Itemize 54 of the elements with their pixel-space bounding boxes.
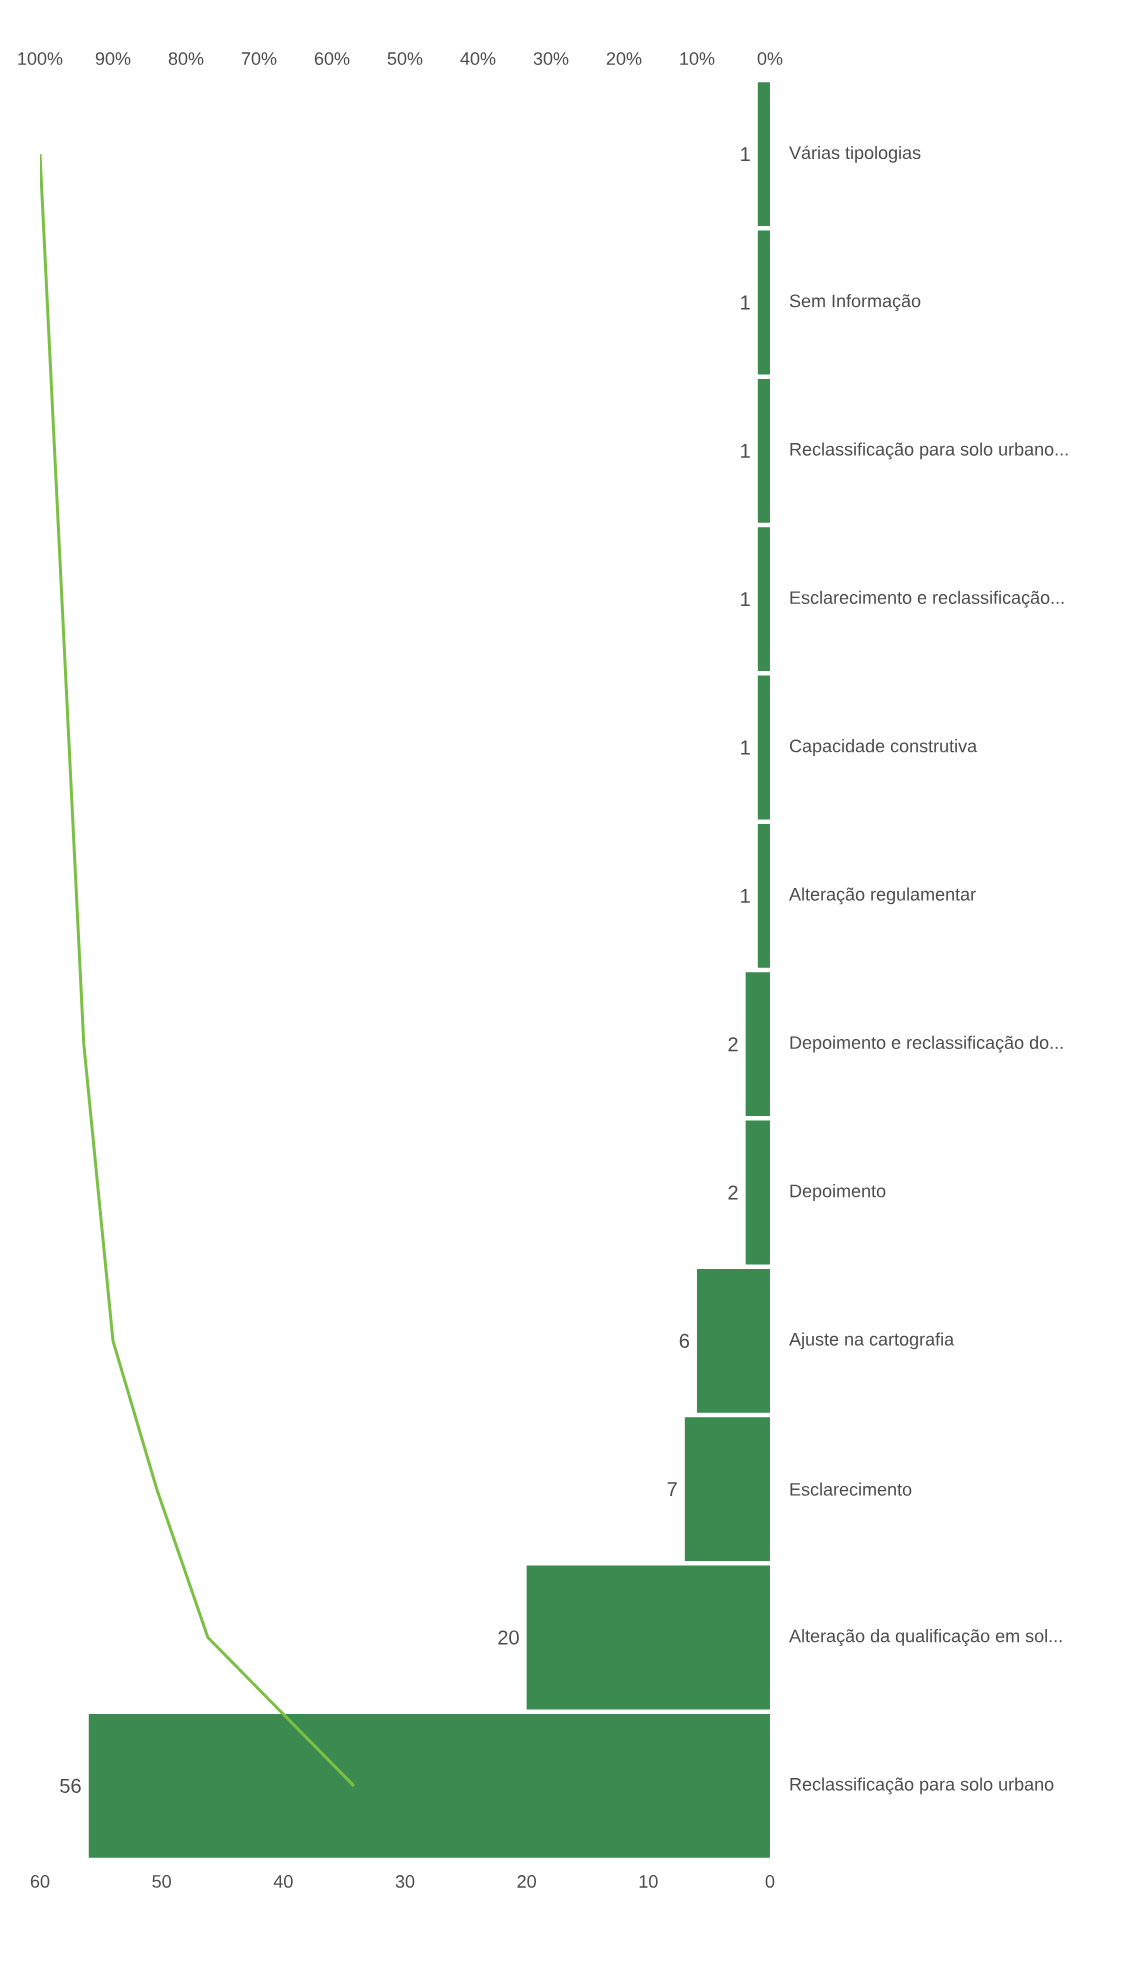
- x2-tick-label: 90%: [95, 52, 131, 65]
- data-label: 1: [741, 147, 750, 162]
- data-label: 1: [741, 888, 750, 903]
- data-label: 7: [667, 1482, 677, 1497]
- bar: [757, 675, 770, 820]
- bar: [757, 82, 770, 227]
- x-tick-label: 50: [152, 1875, 171, 1888]
- x2-tick-label: 70%: [241, 52, 277, 65]
- y-tick-label: Depoimento e reclassificação do...: [790, 1035, 1063, 1053]
- bar: [88, 1713, 770, 1858]
- x2-tick-label: 0%: [757, 52, 783, 65]
- x-tick-label: 30: [395, 1875, 415, 1888]
- y-tick-label: Esclarecimento e reclassificação...: [790, 590, 1064, 608]
- x2-tick-label: 30%: [533, 52, 569, 65]
- y-tick-label: Esclarecimento: [790, 1482, 912, 1496]
- data-label: 56: [60, 1778, 81, 1793]
- bar: [684, 1417, 770, 1562]
- data-label: 20: [498, 1630, 519, 1645]
- x-tick-label: 60: [30, 1875, 50, 1888]
- y-tick-label: Alteração regulamentar: [789, 887, 976, 905]
- bar: [757, 527, 770, 672]
- y-tick-label: Várias tipologias: [789, 145, 921, 163]
- data-label: 1: [741, 592, 750, 607]
- data-label: 1: [741, 740, 750, 755]
- data-label: 2: [728, 1185, 738, 1200]
- bar: [745, 1120, 770, 1265]
- x-tick-label: 40: [273, 1875, 293, 1888]
- y-tick-label: Ajuste na cartografia: [789, 1332, 955, 1350]
- x-tick-label: 20: [517, 1875, 536, 1888]
- bar: [757, 378, 770, 523]
- x2-tick-label: 100%: [18, 52, 63, 65]
- x2-tick-label: 10%: [680, 52, 715, 65]
- bar: [745, 972, 770, 1117]
- x2-tick-label: 60%: [314, 52, 350, 65]
- x2-tick-label: 20%: [606, 52, 642, 65]
- data-label: 2: [728, 1037, 738, 1052]
- data-label: 6: [679, 1333, 690, 1348]
- x-tick-label: 10: [639, 1875, 658, 1888]
- y-tick-label: Reclassificação para solo urbano: [790, 1777, 1054, 1795]
- y-tick-label: Depoimento: [790, 1184, 886, 1201]
- bar: [526, 1565, 770, 1710]
- x-tick-label: 0: [765, 1875, 775, 1888]
- x2-tick-label: 50%: [387, 52, 423, 65]
- bar: [757, 230, 770, 375]
- x2-tick-label: 40%: [460, 52, 496, 65]
- y-tick-label: Sem Informação: [789, 294, 921, 311]
- y-tick-label: Reclassificação para solo urbano...: [790, 442, 1068, 460]
- y-tick-label: Capacidade construtiva: [789, 739, 978, 756]
- x2-tick-label: 80%: [168, 52, 204, 65]
- bar: [696, 1268, 770, 1413]
- data-label: 1: [741, 295, 750, 310]
- y-tick-label: Alteração da qualificação em sol...: [789, 1629, 1062, 1646]
- data-label: 1: [741, 443, 750, 458]
- bar: [757, 823, 770, 968]
